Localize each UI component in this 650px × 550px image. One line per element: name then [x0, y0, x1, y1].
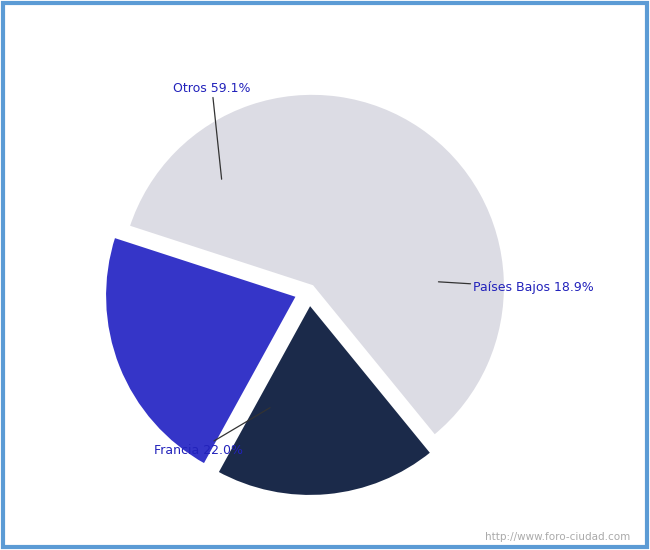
Text: Cebreros - Turistas extranjeros según país - Octubre de 2024: Cebreros - Turistas extranjeros según pa…	[101, 15, 549, 31]
Text: Francia 22.0%: Francia 22.0%	[154, 408, 270, 456]
Wedge shape	[105, 236, 298, 465]
Text: Otros 59.1%: Otros 59.1%	[174, 82, 251, 179]
Wedge shape	[216, 303, 432, 497]
Text: http://www.foro-ciudad.com: http://www.foro-ciudad.com	[486, 532, 630, 542]
Text: Países Bajos 18.9%: Países Bajos 18.9%	[439, 281, 594, 294]
Wedge shape	[128, 93, 506, 437]
